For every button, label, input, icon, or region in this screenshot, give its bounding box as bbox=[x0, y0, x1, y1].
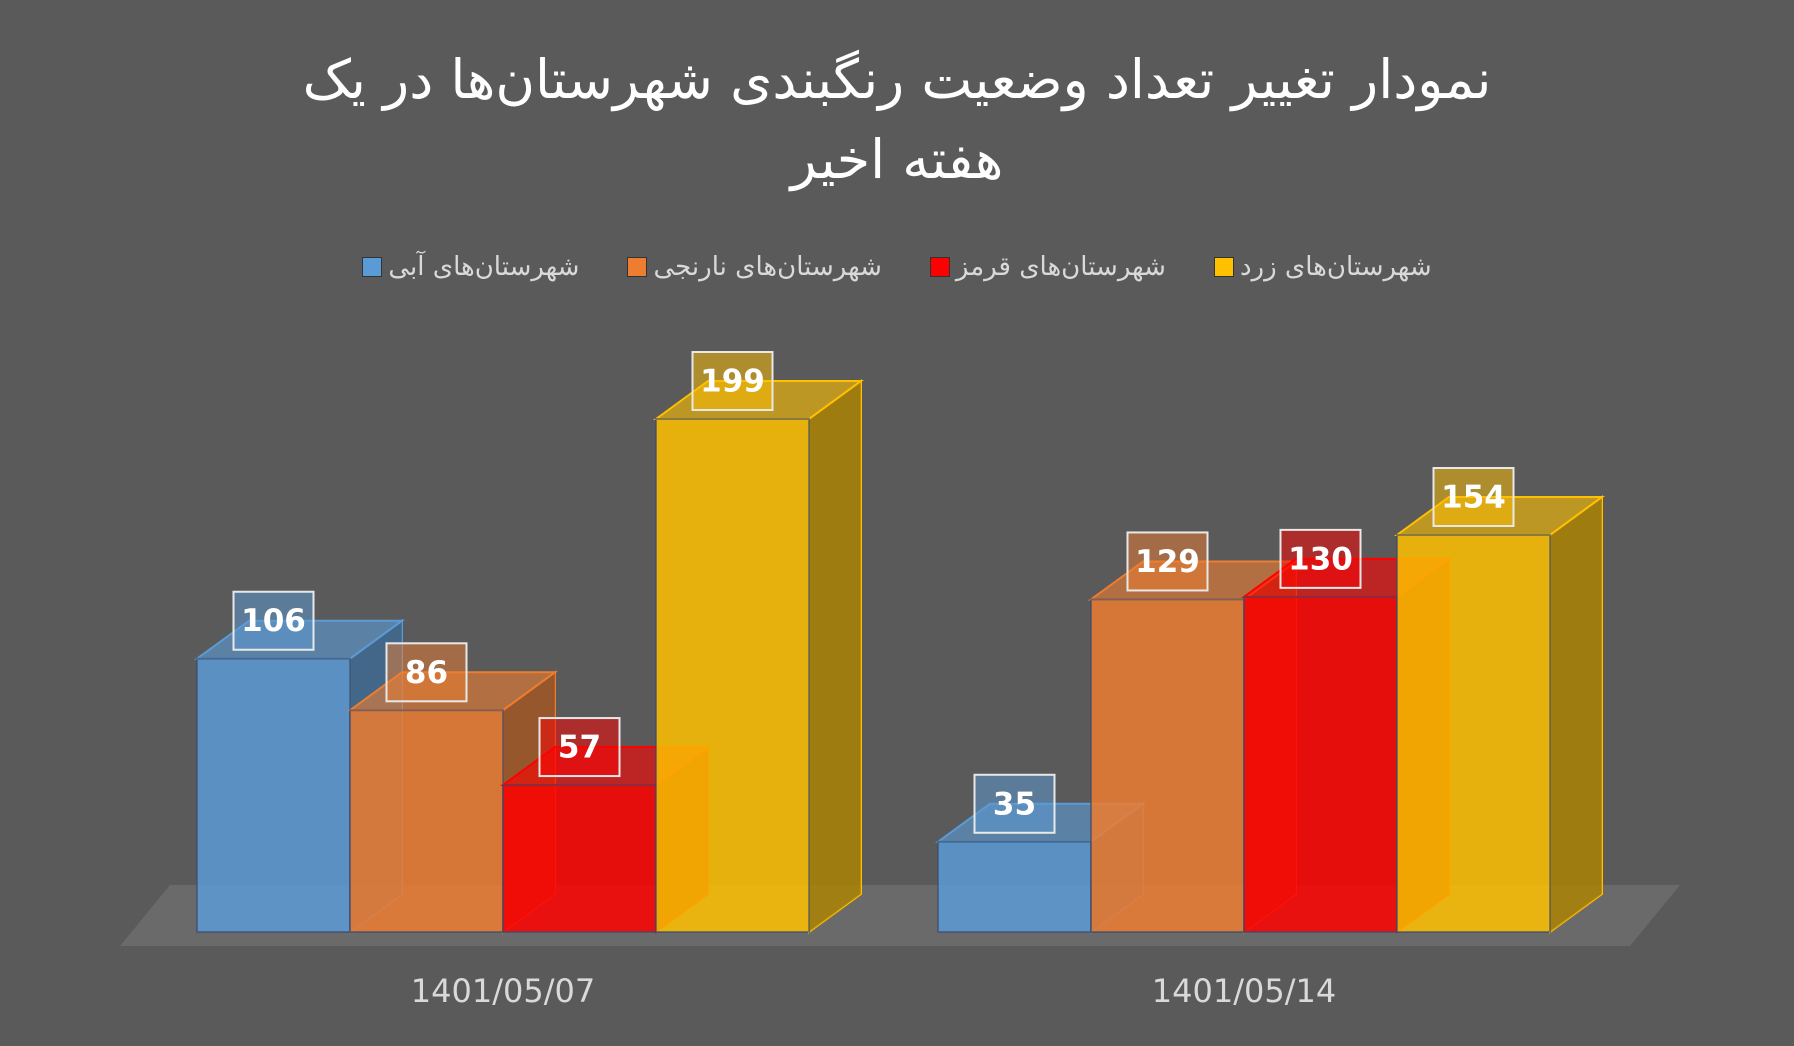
value-label: 199 bbox=[700, 364, 765, 400]
value-label-box bbox=[973, 773, 1056, 834]
legend-label: شهرستان‌های نارنجی bbox=[653, 252, 882, 282]
value-label-box bbox=[538, 717, 621, 778]
value-label: 154 bbox=[1441, 480, 1506, 516]
value-label: 130 bbox=[1288, 541, 1353, 577]
bar bbox=[937, 840, 1092, 933]
legend-label: شهرستان‌های آبی bbox=[388, 252, 580, 282]
bar bbox=[349, 709, 504, 933]
legend-label: شهرستان‌های قرمز bbox=[955, 252, 1166, 282]
chart-title: نمودار تغییر تعداد وضعیت رنگبندی شهرستان… bbox=[302, 48, 1492, 191]
bar-side-shade bbox=[809, 381, 861, 932]
x-tick-label: 1401/05/14 bbox=[1152, 972, 1336, 1010]
legend-swatch bbox=[1213, 257, 1234, 277]
legend-item: شهرستان‌های قرمز bbox=[929, 252, 1166, 282]
value-label-box bbox=[691, 351, 774, 411]
bar bbox=[1090, 598, 1245, 933]
bar bbox=[1396, 534, 1551, 933]
legend-swatch bbox=[627, 257, 648, 277]
bar bbox=[196, 657, 351, 933]
bar bbox=[655, 418, 810, 933]
value-label-box bbox=[385, 642, 468, 703]
legend-label: شهرستان‌های زرد bbox=[1239, 252, 1432, 282]
value-label: 106 bbox=[241, 603, 306, 639]
value-label: 86 bbox=[405, 655, 448, 691]
bar bbox=[502, 784, 657, 933]
legend-item: شهرستان‌های زرد bbox=[1213, 252, 1432, 282]
value-label-box bbox=[1126, 531, 1209, 592]
value-label-box bbox=[1279, 528, 1362, 589]
legend: شهرستان‌های آبی شهرستان‌های نارنجی شهرستان… bbox=[0, 252, 1794, 282]
value-label-box bbox=[232, 590, 315, 651]
legend-swatch bbox=[929, 257, 950, 277]
legend-item: شهرستان‌های نارنجی bbox=[627, 252, 882, 282]
bar bbox=[1243, 595, 1398, 934]
value-label: 57 bbox=[558, 730, 601, 766]
bar-side-shade bbox=[1550, 497, 1602, 932]
value-label: 129 bbox=[1135, 544, 1200, 580]
legend-item: شهرستان‌های آبی bbox=[362, 252, 579, 282]
legend-swatch bbox=[362, 257, 383, 277]
value-label-box bbox=[1432, 467, 1515, 528]
value-label: 35 bbox=[993, 786, 1036, 822]
x-tick-label: 1401/05/07 bbox=[411, 972, 595, 1010]
